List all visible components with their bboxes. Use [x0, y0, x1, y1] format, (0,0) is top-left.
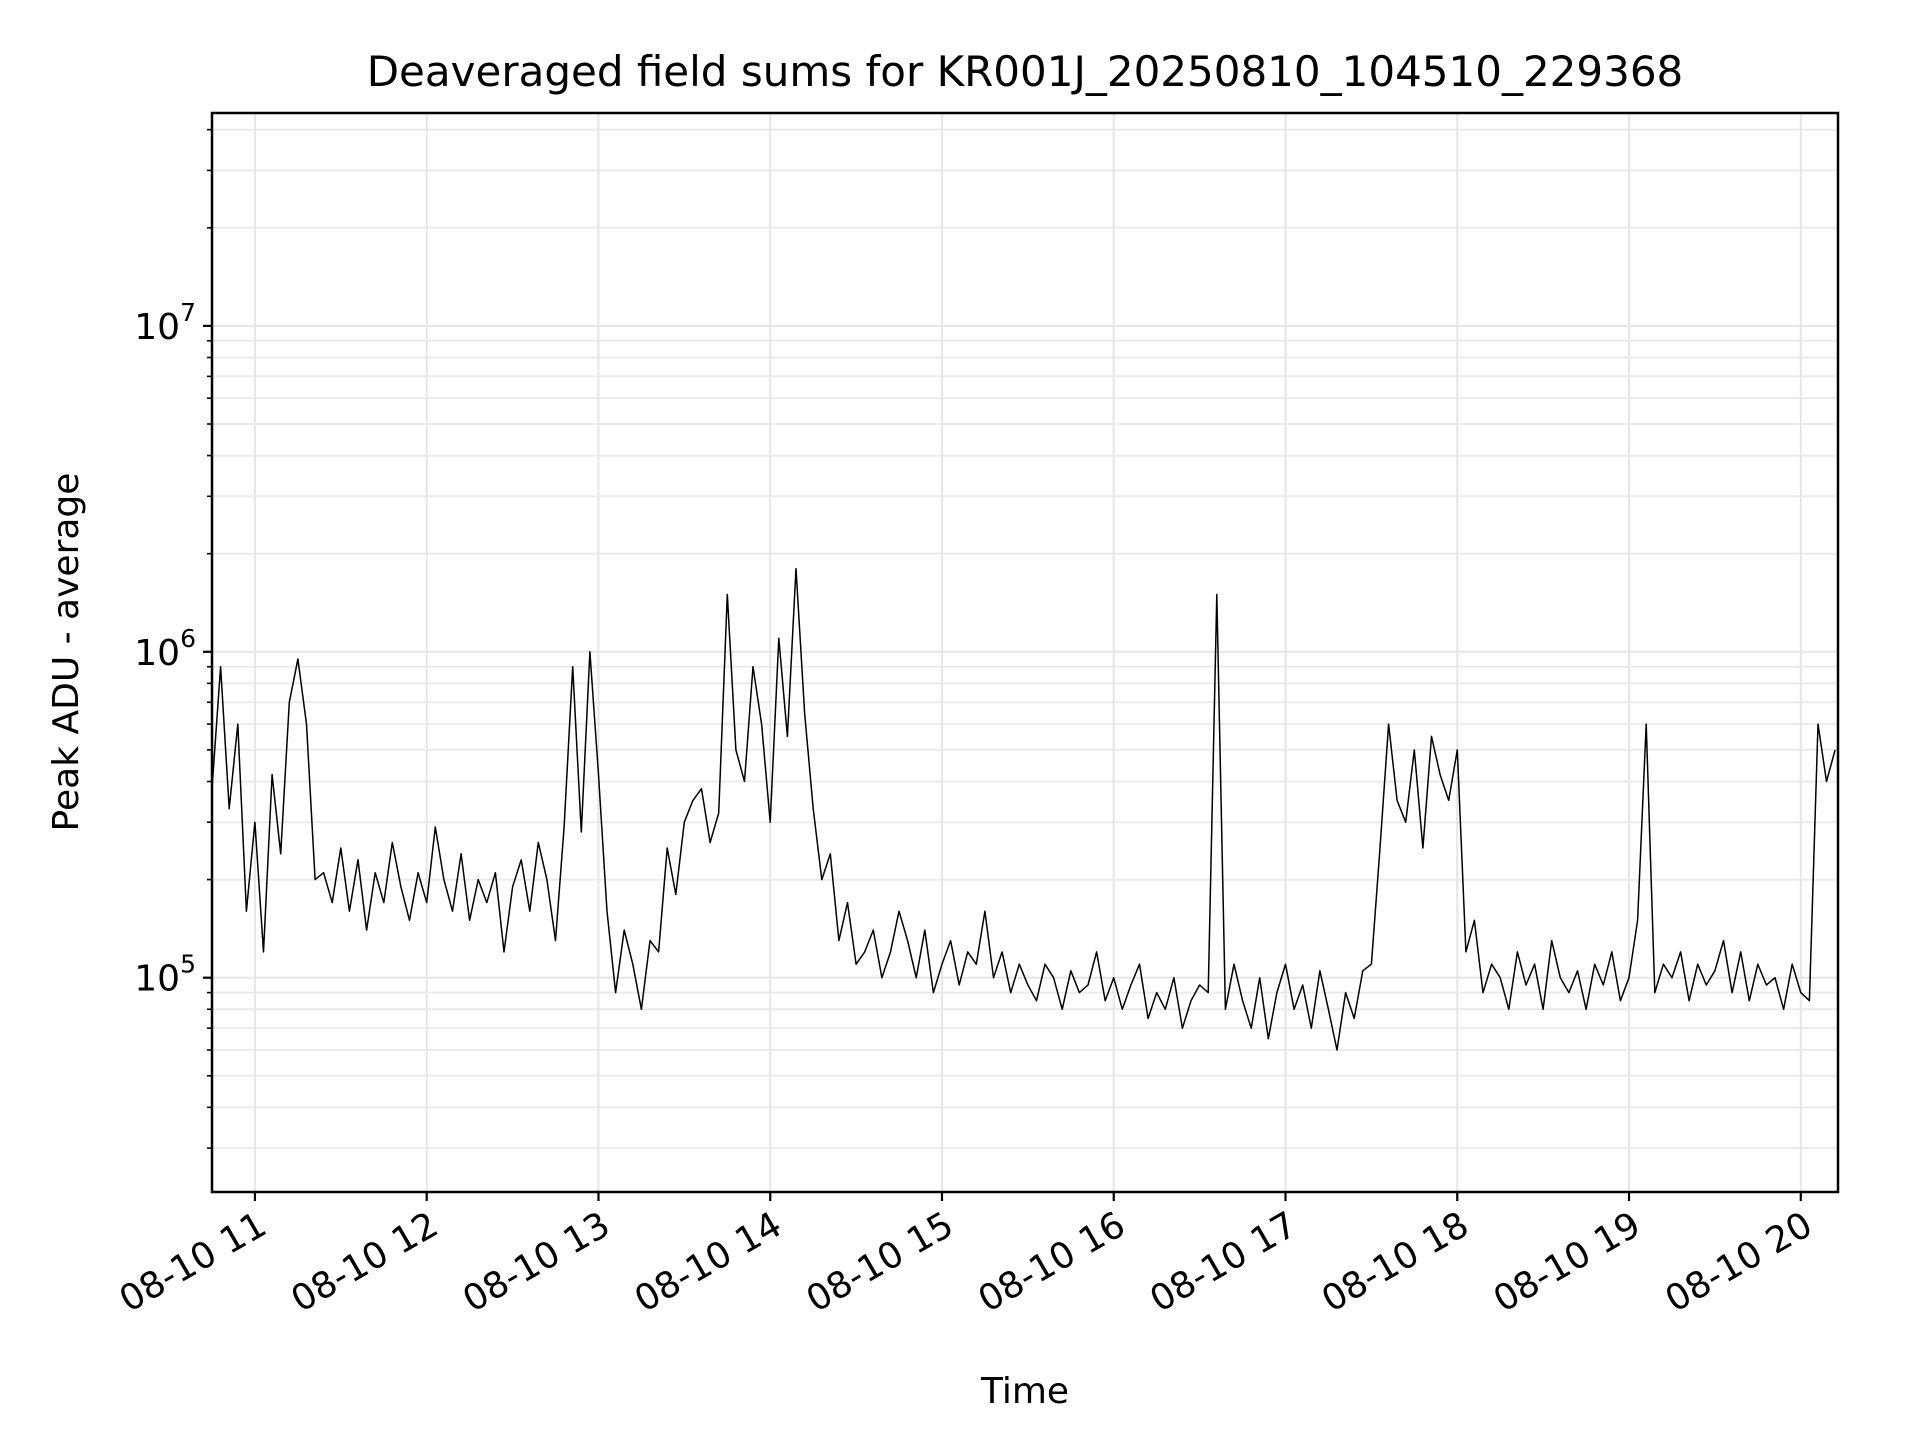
y-axis-label: Peak ADU - average [46, 473, 87, 832]
gridlines [212, 113, 1838, 1192]
data-series [211, 567, 1836, 1051]
x-axis-label: Time [980, 1371, 1069, 1412]
chart-title: Deaveraged field sums for KR001J_2025081… [367, 47, 1684, 96]
series-line [211, 567, 1836, 1051]
y-axis-tick-labels: 105 106 107 [134, 298, 196, 1000]
axis-ticks [203, 128, 1802, 1201]
y-tick-label: 107 [134, 298, 196, 348]
y-tick-label: 106 [134, 624, 196, 674]
y-tick-label: 105 [134, 950, 196, 1000]
